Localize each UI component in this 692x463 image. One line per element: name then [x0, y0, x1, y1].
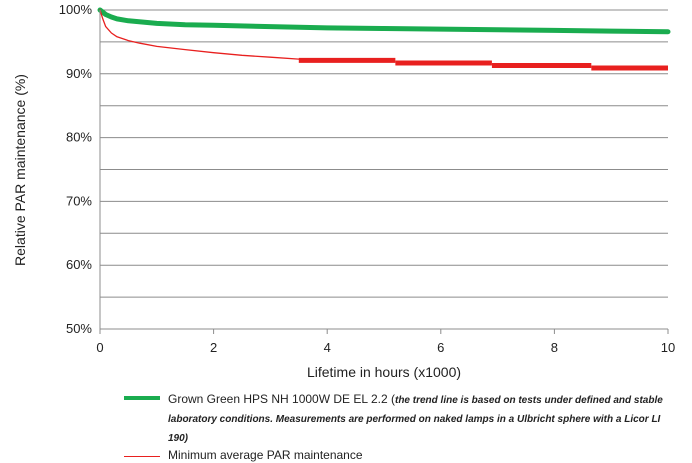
- legend-entry-green-text: Grown Green HPS NH 1000W DE EL 2.2 (the …: [168, 390, 664, 447]
- y-axis-title: Relative PAR maintenance (%): [12, 74, 28, 266]
- x-axis-ticks: 0 2 4 6 8 10: [96, 329, 675, 355]
- series-lines: [97, 7, 671, 71]
- legend: Grown Green HPS NH 1000W DE EL 2.2 (the …: [124, 390, 664, 463]
- x-tick-label: 0: [96, 340, 103, 355]
- y-tick-label: 90%: [66, 66, 92, 81]
- x-tick-label: 10: [661, 340, 675, 355]
- gridlines: [100, 9, 668, 330]
- x-tick-label: 4: [324, 340, 331, 355]
- legend-swatch-red: [124, 456, 160, 457]
- legend-label-red: Minimum average PAR maintenance: [168, 448, 363, 462]
- series-line-red: [99, 9, 300, 60]
- y-tick-label: 50%: [66, 321, 92, 336]
- series-line-green: [97, 7, 671, 35]
- x-tick-label: 2: [210, 340, 217, 355]
- axes: [99, 10, 668, 330]
- legend-swatch-green: [124, 396, 160, 400]
- y-axis-ticks: 50% 60% 70% 80% 90% 100%: [59, 2, 93, 336]
- y-tick-label: 60%: [66, 257, 92, 272]
- y-tick-label: 80%: [66, 130, 92, 145]
- legend-entry-red: Minimum average PAR maintenance: [124, 447, 664, 463]
- legend-entry-green: Grown Green HPS NH 1000W DE EL 2.2 (the …: [124, 390, 664, 447]
- y-tick-label: 100%: [59, 2, 93, 17]
- x-tick-label: 8: [551, 340, 558, 355]
- legend-label-green: Grown Green HPS NH 1000W DE EL 2.2 (: [168, 392, 395, 406]
- legend-note-green: the trend line is based on tests under d…: [168, 395, 663, 444]
- x-tick-label: 6: [437, 340, 444, 355]
- x-axis-title: Lifetime in hours (x1000): [307, 364, 461, 380]
- par-maintenance-chart: 50% 60% 70% 80% 90% 100% 0 2 4 6 8 10 Lifetime in …: [12, 2, 675, 380]
- y-tick-label: 70%: [66, 193, 92, 208]
